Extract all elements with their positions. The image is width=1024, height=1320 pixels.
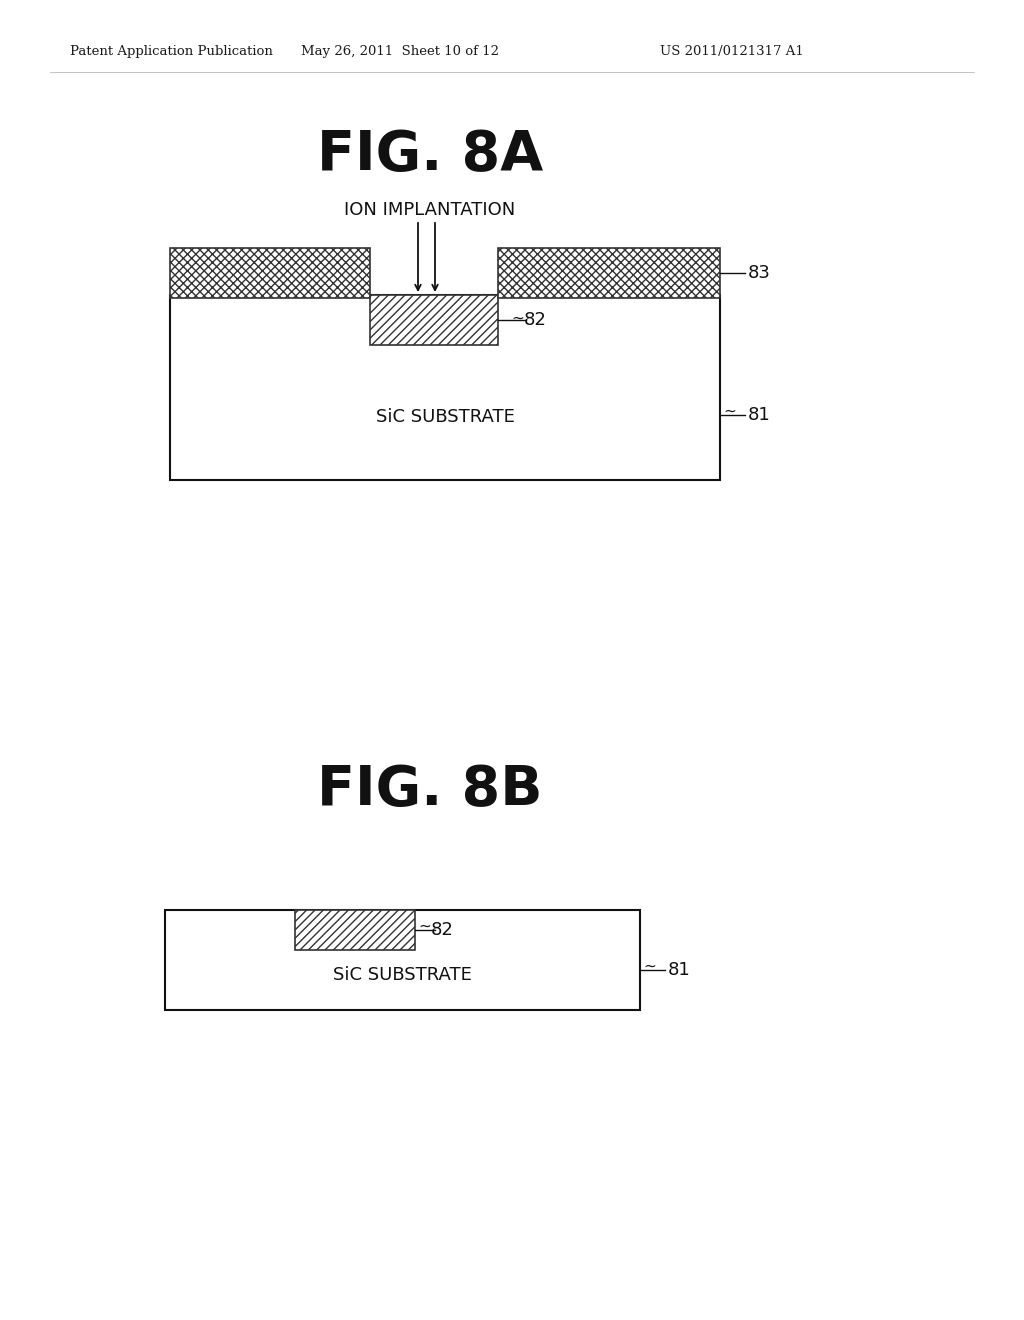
Bar — [370, 294, 498, 345]
Text: ~: ~ — [723, 404, 736, 418]
Text: 81: 81 — [668, 961, 691, 979]
Bar — [498, 248, 720, 298]
Text: SiC SUBSTRATE: SiC SUBSTRATE — [376, 408, 514, 426]
Text: ~: ~ — [511, 310, 523, 326]
Bar — [295, 909, 415, 950]
Text: Patent Application Publication: Patent Application Publication — [70, 45, 272, 58]
Text: 81: 81 — [748, 407, 771, 424]
Bar — [170, 294, 720, 480]
Bar — [170, 248, 370, 298]
Text: US 2011/0121317 A1: US 2011/0121317 A1 — [660, 45, 804, 58]
Text: 82: 82 — [431, 921, 454, 939]
Text: ~: ~ — [643, 958, 655, 974]
Text: FIG. 8A: FIG. 8A — [316, 128, 543, 182]
Text: 82: 82 — [524, 312, 547, 329]
Text: 83: 83 — [748, 264, 771, 282]
Text: FIG. 8B: FIG. 8B — [317, 763, 543, 817]
Text: SiC SUBSTRATE: SiC SUBSTRATE — [333, 966, 472, 983]
Text: ~: ~ — [418, 919, 431, 933]
Bar — [165, 909, 640, 1010]
Text: May 26, 2011  Sheet 10 of 12: May 26, 2011 Sheet 10 of 12 — [301, 45, 499, 58]
Text: ION IMPLANTATION: ION IMPLANTATION — [344, 201, 516, 219]
